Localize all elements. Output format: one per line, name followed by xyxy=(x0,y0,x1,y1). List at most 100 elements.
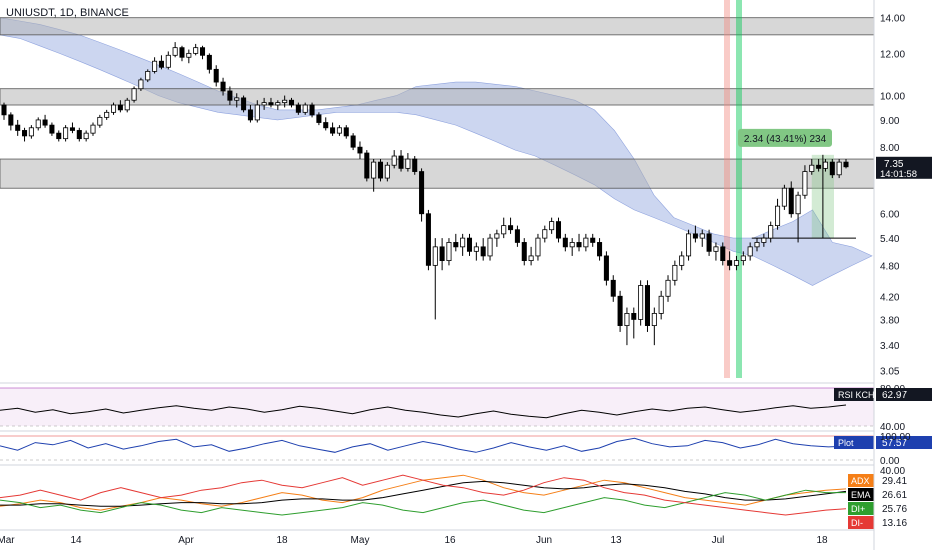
candle-body xyxy=(343,127,349,137)
candle-body xyxy=(644,285,651,326)
candle-body xyxy=(576,242,582,248)
candle xyxy=(501,217,507,239)
candle xyxy=(158,55,164,70)
candle xyxy=(206,53,212,74)
candle-body xyxy=(28,127,34,137)
candle-body xyxy=(206,54,212,70)
candle xyxy=(76,127,82,142)
highlight-green xyxy=(736,0,742,378)
candle-body xyxy=(720,246,726,261)
date-tick: Jul xyxy=(712,535,725,546)
candle-body xyxy=(508,225,514,231)
candle xyxy=(453,233,459,252)
candle xyxy=(480,238,486,261)
candle-body xyxy=(528,255,534,261)
candle xyxy=(795,191,801,243)
candle-body xyxy=(610,279,616,297)
date-tick: 16 xyxy=(444,535,456,546)
candle-body xyxy=(97,116,103,126)
candle-body xyxy=(466,237,473,252)
candle xyxy=(165,51,171,70)
candle xyxy=(624,307,630,346)
candle xyxy=(508,217,514,234)
candle xyxy=(590,233,596,247)
pane-tick: 40.00 xyxy=(880,466,905,477)
candle-body xyxy=(56,132,62,140)
candle-body xyxy=(624,313,630,326)
candle-body xyxy=(186,52,192,58)
candle xyxy=(658,290,664,320)
candle xyxy=(254,100,260,123)
pane-name: Plot xyxy=(838,438,854,448)
date-tick: May xyxy=(351,535,370,546)
candle xyxy=(733,255,739,271)
ichimoku-cloud xyxy=(0,17,873,286)
candle-body xyxy=(740,255,746,261)
candle-body xyxy=(138,79,144,90)
date-tick: 14 xyxy=(70,535,82,546)
candle xyxy=(549,217,555,234)
candle xyxy=(542,225,548,243)
pane-line-0 xyxy=(0,404,847,419)
series-value: 29.41 xyxy=(882,476,907,487)
candle xyxy=(131,86,137,103)
candle xyxy=(350,133,356,151)
pane-value: 62.97 xyxy=(882,390,907,401)
candle-body xyxy=(323,122,329,129)
candle xyxy=(699,229,705,247)
price-tick: 4.20 xyxy=(880,292,900,303)
candle xyxy=(261,97,267,110)
candle-body xyxy=(487,237,493,257)
candle-body xyxy=(439,246,445,261)
candle-body xyxy=(193,47,199,54)
candle-body xyxy=(268,102,274,106)
measure-label: 2.34 (43.41%) 234 xyxy=(744,134,827,145)
date-tick: 18 xyxy=(276,535,288,546)
candle-body xyxy=(638,285,644,320)
series-value: 26.61 xyxy=(882,490,907,501)
candle xyxy=(398,150,404,172)
candle-body xyxy=(405,158,411,169)
candle xyxy=(460,233,466,256)
candle-body xyxy=(713,246,719,252)
candle xyxy=(97,114,103,128)
candle xyxy=(199,45,206,60)
pane-value-bg xyxy=(876,388,932,401)
candle xyxy=(227,86,233,106)
candle-body xyxy=(295,104,301,113)
candle xyxy=(432,238,438,320)
candle xyxy=(514,225,520,247)
candles xyxy=(1,42,849,346)
candle-body xyxy=(22,130,28,137)
candle xyxy=(384,162,390,182)
candle-body xyxy=(617,295,623,326)
candle xyxy=(528,246,534,266)
candle xyxy=(63,125,69,142)
candle xyxy=(391,150,397,169)
candle xyxy=(336,125,342,136)
candle-body xyxy=(535,237,541,257)
price-tick: 12.00 xyxy=(880,49,905,60)
candle-body xyxy=(288,99,295,106)
series-name: EMA xyxy=(851,490,871,500)
candle-body xyxy=(768,225,774,239)
candle xyxy=(843,159,849,169)
candle xyxy=(124,97,130,113)
candle xyxy=(651,307,657,346)
candle xyxy=(22,127,28,142)
candle-body xyxy=(583,237,589,248)
candle-body xyxy=(631,313,637,320)
candle xyxy=(357,141,363,160)
candle xyxy=(364,150,370,182)
candle xyxy=(288,97,295,108)
highlight-red xyxy=(724,0,730,378)
candle xyxy=(213,65,219,87)
price-tick: 3.40 xyxy=(880,341,900,352)
candle-body xyxy=(651,313,657,326)
candle-body xyxy=(199,47,206,56)
candle xyxy=(1,102,7,120)
candle-body xyxy=(597,242,603,257)
candle-body xyxy=(521,242,527,261)
last-price: 7.35 xyxy=(884,159,904,170)
